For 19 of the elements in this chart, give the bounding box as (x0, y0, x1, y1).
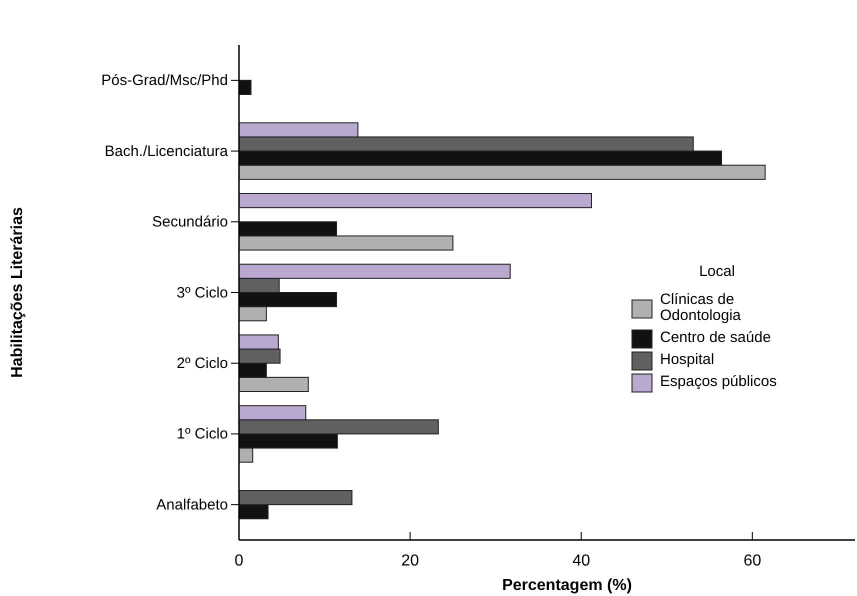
y-axis-title: Habilitações Literárias (9, 207, 26, 378)
y-tick-label: Bach./Licenciatura (104, 142, 229, 160)
x-tick-label: 0 (234, 552, 244, 570)
x-tick-label: 40 (572, 552, 590, 570)
y-tick-label: 1º Ciclo (176, 426, 228, 443)
bar (238, 193, 592, 208)
legend-label: Centro de saúde (660, 329, 771, 346)
y-tick-label: Pós-Grad/Msc/Phd (101, 72, 228, 90)
y-tick-label: Analfabeto (156, 496, 228, 514)
x-tick-label: 20 (401, 552, 420, 570)
legend-label: Hospital (660, 351, 714, 368)
legend-title: Local (699, 263, 735, 280)
y-tick-label: 2º Ciclo (176, 355, 228, 372)
legend-label: Espaços públicos (660, 373, 777, 390)
y-tick-label: Secundário (152, 214, 228, 231)
legend-label: Clínicas de Odontologia (660, 291, 742, 324)
y-tick-label: 3º Ciclo (176, 284, 228, 302)
x-axis-title: Percentagem (%) (502, 577, 632, 594)
x-tick-label: 60 (743, 552, 762, 570)
